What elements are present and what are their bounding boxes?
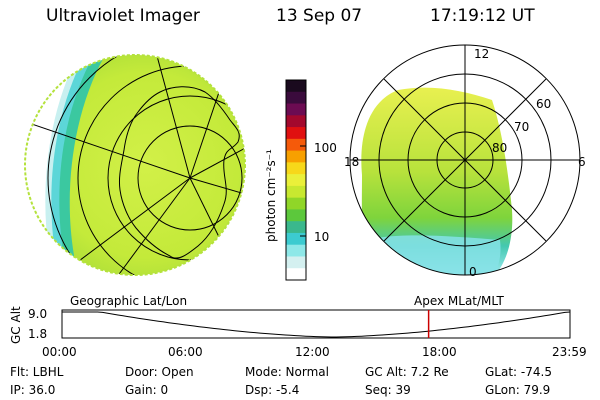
instrument-title: Ultraviolet Imager bbox=[46, 6, 200, 26]
info-seq: Seq: 39 bbox=[365, 383, 411, 397]
intensity-color-bar bbox=[285, 79, 307, 281]
info-dsp: Dsp: -5.4 bbox=[245, 383, 300, 397]
colorbar-segment bbox=[286, 256, 306, 269]
colorbar-segment bbox=[286, 91, 306, 105]
timeline-x-tick-1: 06:00 bbox=[168, 345, 203, 359]
colorbar-segment bbox=[286, 185, 306, 199]
timeline-x-tick-2: 12:00 bbox=[295, 345, 330, 359]
info-glat: GLat: -74.5 bbox=[485, 365, 552, 379]
altitude-timeline bbox=[61, 309, 571, 339]
timeline-x-tick-4: 23:59 bbox=[552, 345, 587, 359]
info-gain: Gain: 0 bbox=[125, 383, 169, 397]
colorbar-segment bbox=[286, 268, 306, 281]
magnetic-caption: Apex MLat/MLT bbox=[414, 294, 504, 308]
colorbar-segment bbox=[286, 80, 306, 93]
colorbar-segment bbox=[286, 209, 306, 222]
geographic-image bbox=[24, 54, 246, 276]
mlt-18-label: 18 bbox=[344, 155, 360, 169]
time-label: 17:19:12 UT bbox=[430, 6, 535, 26]
colorbar-segment bbox=[286, 162, 306, 175]
colorbar-segment bbox=[286, 174, 306, 187]
mlt-12-label: 12 bbox=[474, 47, 490, 61]
colorbar-tick-10: 10 bbox=[314, 230, 330, 244]
info-door: Door: Open bbox=[125, 365, 194, 379]
mlat-80-label: 80 bbox=[492, 141, 508, 155]
info-filter: Flt: LBHL bbox=[10, 365, 64, 379]
colorbar-segment bbox=[286, 103, 306, 116]
timeline-y-bottom: 1.8 bbox=[28, 327, 48, 341]
info-gc-alt: GC Alt: 7.2 Re bbox=[365, 365, 449, 379]
colorbar-tick-100: 100 bbox=[314, 141, 337, 155]
info-glon: GLon: 79.9 bbox=[485, 383, 551, 397]
geographic-caption: Geographic Lat/Lon bbox=[70, 294, 188, 308]
colorbar-segment bbox=[286, 150, 306, 163]
magnetic-polar-image bbox=[349, 44, 581, 276]
date-label: 13 Sep 07 bbox=[276, 6, 363, 26]
timeline-y-label: GC Alt bbox=[9, 306, 23, 344]
timeline-x-tick-0: 00:00 bbox=[42, 345, 77, 359]
timeline-y-top: 9.0 bbox=[28, 307, 48, 321]
mlt-0-label: 0 bbox=[469, 265, 477, 279]
timeline-x-tick-3: 18:00 bbox=[422, 345, 457, 359]
colorbar-segment bbox=[286, 221, 306, 234]
colorbar-unit-label: photon cm⁻²s⁻¹ bbox=[264, 149, 278, 242]
colorbar-segment bbox=[286, 138, 306, 152]
info-mode: Mode: Normal bbox=[245, 365, 329, 379]
mlat-60-label: 60 bbox=[536, 97, 552, 111]
mlt-6-label: 6 bbox=[578, 155, 586, 169]
colorbar-segment bbox=[286, 115, 306, 128]
colorbar-segment bbox=[286, 244, 306, 257]
colorbar-segment bbox=[286, 232, 306, 246]
mlat-70-label: 70 bbox=[514, 120, 530, 134]
colorbar-segment bbox=[286, 197, 306, 210]
info-ip: IP: 36.0 bbox=[10, 383, 56, 397]
colorbar-segment bbox=[286, 127, 306, 140]
